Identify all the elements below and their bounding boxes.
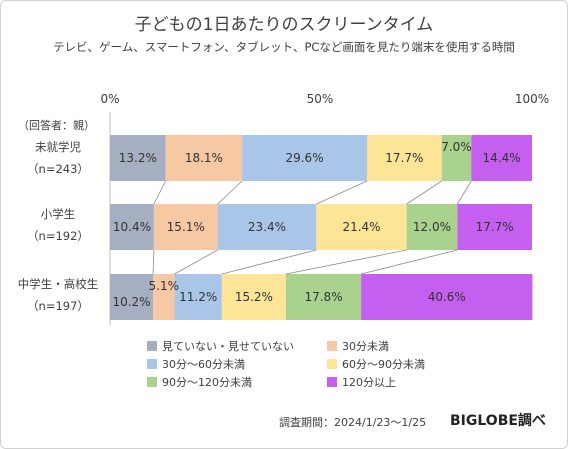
legend-swatch xyxy=(327,359,337,369)
category-label-preschool: 未就学児 （n=243） xyxy=(8,136,108,180)
legend-item-90-120: 90分〜120分未満 xyxy=(147,375,327,389)
bar-segment xyxy=(361,274,533,320)
data-label: 7.0% xyxy=(441,140,472,154)
data-label: 17.7% xyxy=(385,151,423,165)
data-label: 29.6% xyxy=(285,151,323,165)
brand-credit: BIGLOBE調べ xyxy=(450,413,546,429)
connector-line xyxy=(360,249,458,275)
legend-swatch xyxy=(147,359,157,369)
legend-item-30-60: 30分〜60分未満 xyxy=(147,357,327,371)
data-label: 40.6% xyxy=(428,290,466,304)
data-label: 12.0% xyxy=(413,220,451,234)
bar-segment xyxy=(165,135,243,181)
bar-segment xyxy=(316,204,407,250)
legend-label: 見ていない・見せていない xyxy=(162,340,294,353)
bar-segment xyxy=(221,274,286,320)
connector-line xyxy=(456,180,472,205)
category-n: （n=192） xyxy=(27,229,89,243)
connector-line xyxy=(316,180,368,205)
survey-period: 調査期間：2024/1/23〜1/25 xyxy=(279,416,427,429)
legend-swatch xyxy=(147,341,157,351)
data-label: 17.8% xyxy=(304,290,342,304)
connector-line xyxy=(406,180,442,205)
data-label: 15.2% xyxy=(235,290,273,304)
chart-title: 子どもの1日あたりのスクリーンタイム xyxy=(134,15,434,35)
category-label-junior-senior-high: 中学生・高校生 （n=197） xyxy=(4,273,112,317)
connector-line xyxy=(285,249,407,275)
data-label: 10.2% xyxy=(112,295,150,309)
connector-line xyxy=(221,249,317,275)
data-label: 10.4% xyxy=(113,220,151,234)
category-n: （n=243） xyxy=(27,162,89,176)
bar-segment xyxy=(110,135,166,181)
data-label: 11.2% xyxy=(179,290,217,304)
bar-segment xyxy=(110,204,154,250)
x-tick-label-50: 50% xyxy=(306,92,334,106)
category-name: 未就学児 xyxy=(35,140,81,154)
category-name: 小学生 xyxy=(40,207,76,221)
legend-item-60-90: 60分〜90分未満 xyxy=(327,357,487,371)
data-label: 17.7% xyxy=(476,220,514,234)
connector-line xyxy=(152,249,155,275)
bar-segment xyxy=(471,135,532,181)
bar-segment xyxy=(406,204,458,250)
category-name: 中学生・高校生 xyxy=(17,277,99,291)
legend-item-under-30: 30分未満 xyxy=(327,339,487,353)
x-tick-label-100: 100% xyxy=(514,92,550,106)
bar-segment xyxy=(242,135,367,181)
legend-swatch xyxy=(327,377,337,387)
legend-swatch xyxy=(327,341,337,351)
data-label: 13.2% xyxy=(119,151,157,165)
chart-subtitle: テレビ、ゲーム、スマートフォン、タブレット、PCなど画面を見たり端末を使用する時… xyxy=(53,40,515,54)
data-label: 15.1% xyxy=(167,220,205,234)
respondent-note: （回答者：親） xyxy=(18,119,95,132)
legend-swatch xyxy=(147,377,157,387)
connector-line xyxy=(174,249,218,275)
x-tick-label-0: 0% xyxy=(100,92,120,106)
legend-label: 60分〜90分未満 xyxy=(342,358,425,371)
bar-segment xyxy=(174,274,222,320)
bar-segment xyxy=(457,204,532,250)
legend-item-over-120: 120分以上 xyxy=(327,375,487,389)
category-label-elementary: 小学生 （n=192） xyxy=(8,203,108,247)
bar-segment xyxy=(153,274,175,320)
bar-segment xyxy=(153,204,218,250)
bar-segment xyxy=(217,204,317,250)
data-label: 23.4% xyxy=(248,220,286,234)
legend-label: 30分〜60分未満 xyxy=(162,358,245,371)
legend-label: 30分未満 xyxy=(342,340,389,353)
bar-segment xyxy=(110,274,154,320)
data-label: 14.4% xyxy=(483,151,521,165)
bar-segment xyxy=(441,135,472,181)
bar-segment xyxy=(366,135,442,181)
legend: 見ていない・見せていない 30分未満 30分〜60分未満 60分〜90分未満 9… xyxy=(147,339,487,389)
legend-label: 120分以上 xyxy=(342,376,396,389)
data-label: 18.1% xyxy=(185,151,223,165)
data-label: 5.1% xyxy=(149,279,180,293)
data-label: 21.4% xyxy=(342,220,380,234)
legend-label: 90分〜120分未満 xyxy=(162,376,252,389)
connector-line xyxy=(153,180,167,205)
connector-line xyxy=(217,180,243,205)
legend-item-none: 見ていない・見せていない xyxy=(147,339,327,353)
bar-segment xyxy=(285,274,362,320)
category-n: （n=197） xyxy=(27,299,89,313)
